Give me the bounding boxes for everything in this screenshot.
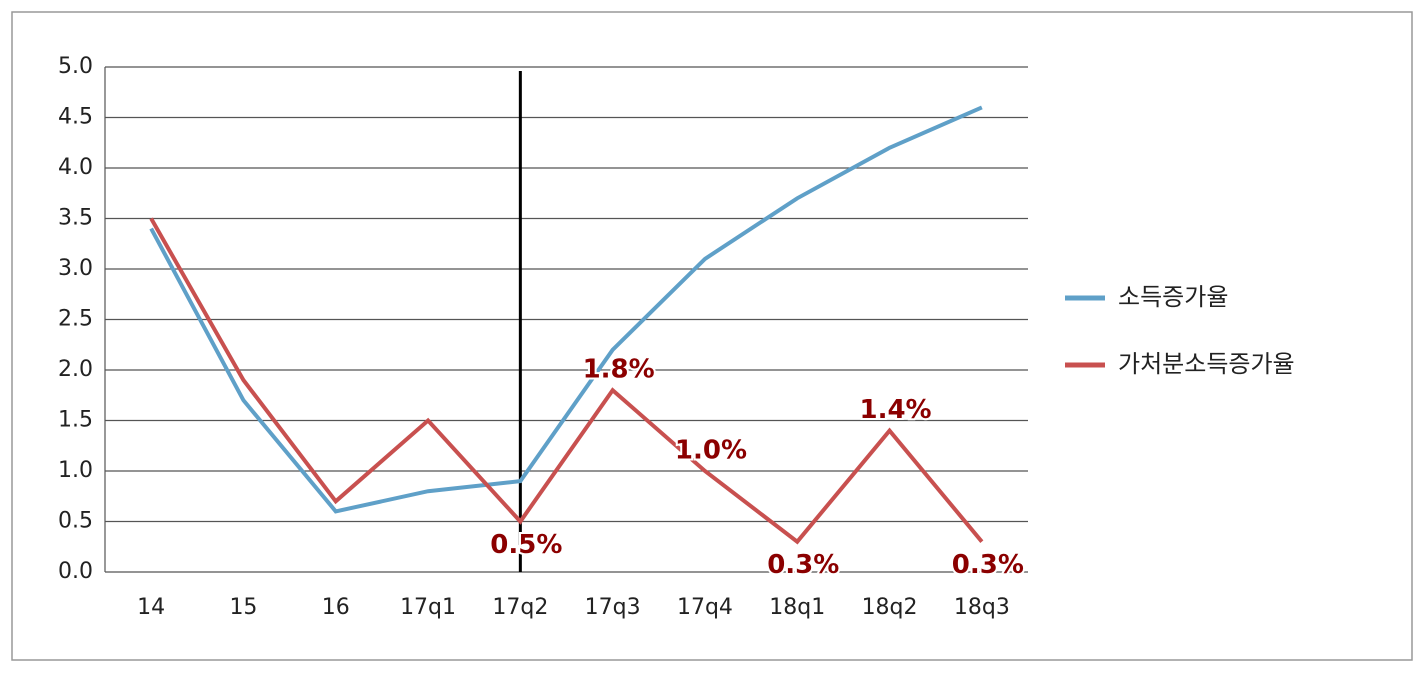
value-label: 0.5% — [490, 530, 562, 560]
y-tick-label: 4.5 — [58, 105, 93, 130]
legend-label: 가처분소득증가율 — [1118, 350, 1295, 378]
y-tick-label: 2.5 — [58, 307, 93, 332]
y-tick-label: 5.0 — [58, 54, 93, 79]
x-tick-label: 16 — [322, 595, 350, 620]
series-line — [149, 217, 984, 545]
legend-label: 소득증가율 — [1118, 283, 1228, 311]
x-tick-label: 18q3 — [954, 595, 1010, 620]
y-tick-label: 3.0 — [58, 256, 93, 281]
y-tick-label: 0.5 — [58, 509, 93, 534]
x-tick-label: 17q1 — [400, 595, 456, 620]
value-label: 1.4% — [859, 395, 931, 425]
y-tick-label: 0.0 — [58, 559, 93, 584]
x-tick-label: 15 — [229, 595, 257, 620]
x-tick-label: 17q2 — [492, 595, 548, 620]
x-tick-label: 14 — [137, 595, 165, 620]
y-tick-label: 1.5 — [58, 408, 93, 433]
chart-border — [11, 11, 1413, 661]
y-tick-label: 3.5 — [58, 206, 93, 231]
value-label: 0.3% — [767, 550, 839, 580]
value-label: 1.8% — [583, 355, 655, 385]
y-tick-label: 1.0 — [58, 458, 93, 483]
x-tick-label: 18q1 — [769, 595, 825, 620]
x-tick-label: 18q2 — [862, 595, 918, 620]
y-tick-label: 2.0 — [58, 357, 93, 382]
y-tick-label: 4.0 — [58, 155, 93, 180]
value-label: 0.3% — [952, 550, 1024, 580]
x-tick-label: 17q4 — [677, 595, 733, 620]
x-tick-label: 17q3 — [585, 595, 641, 620]
series-line — [149, 105, 983, 514]
value-label: 1.0% — [675, 436, 747, 466]
